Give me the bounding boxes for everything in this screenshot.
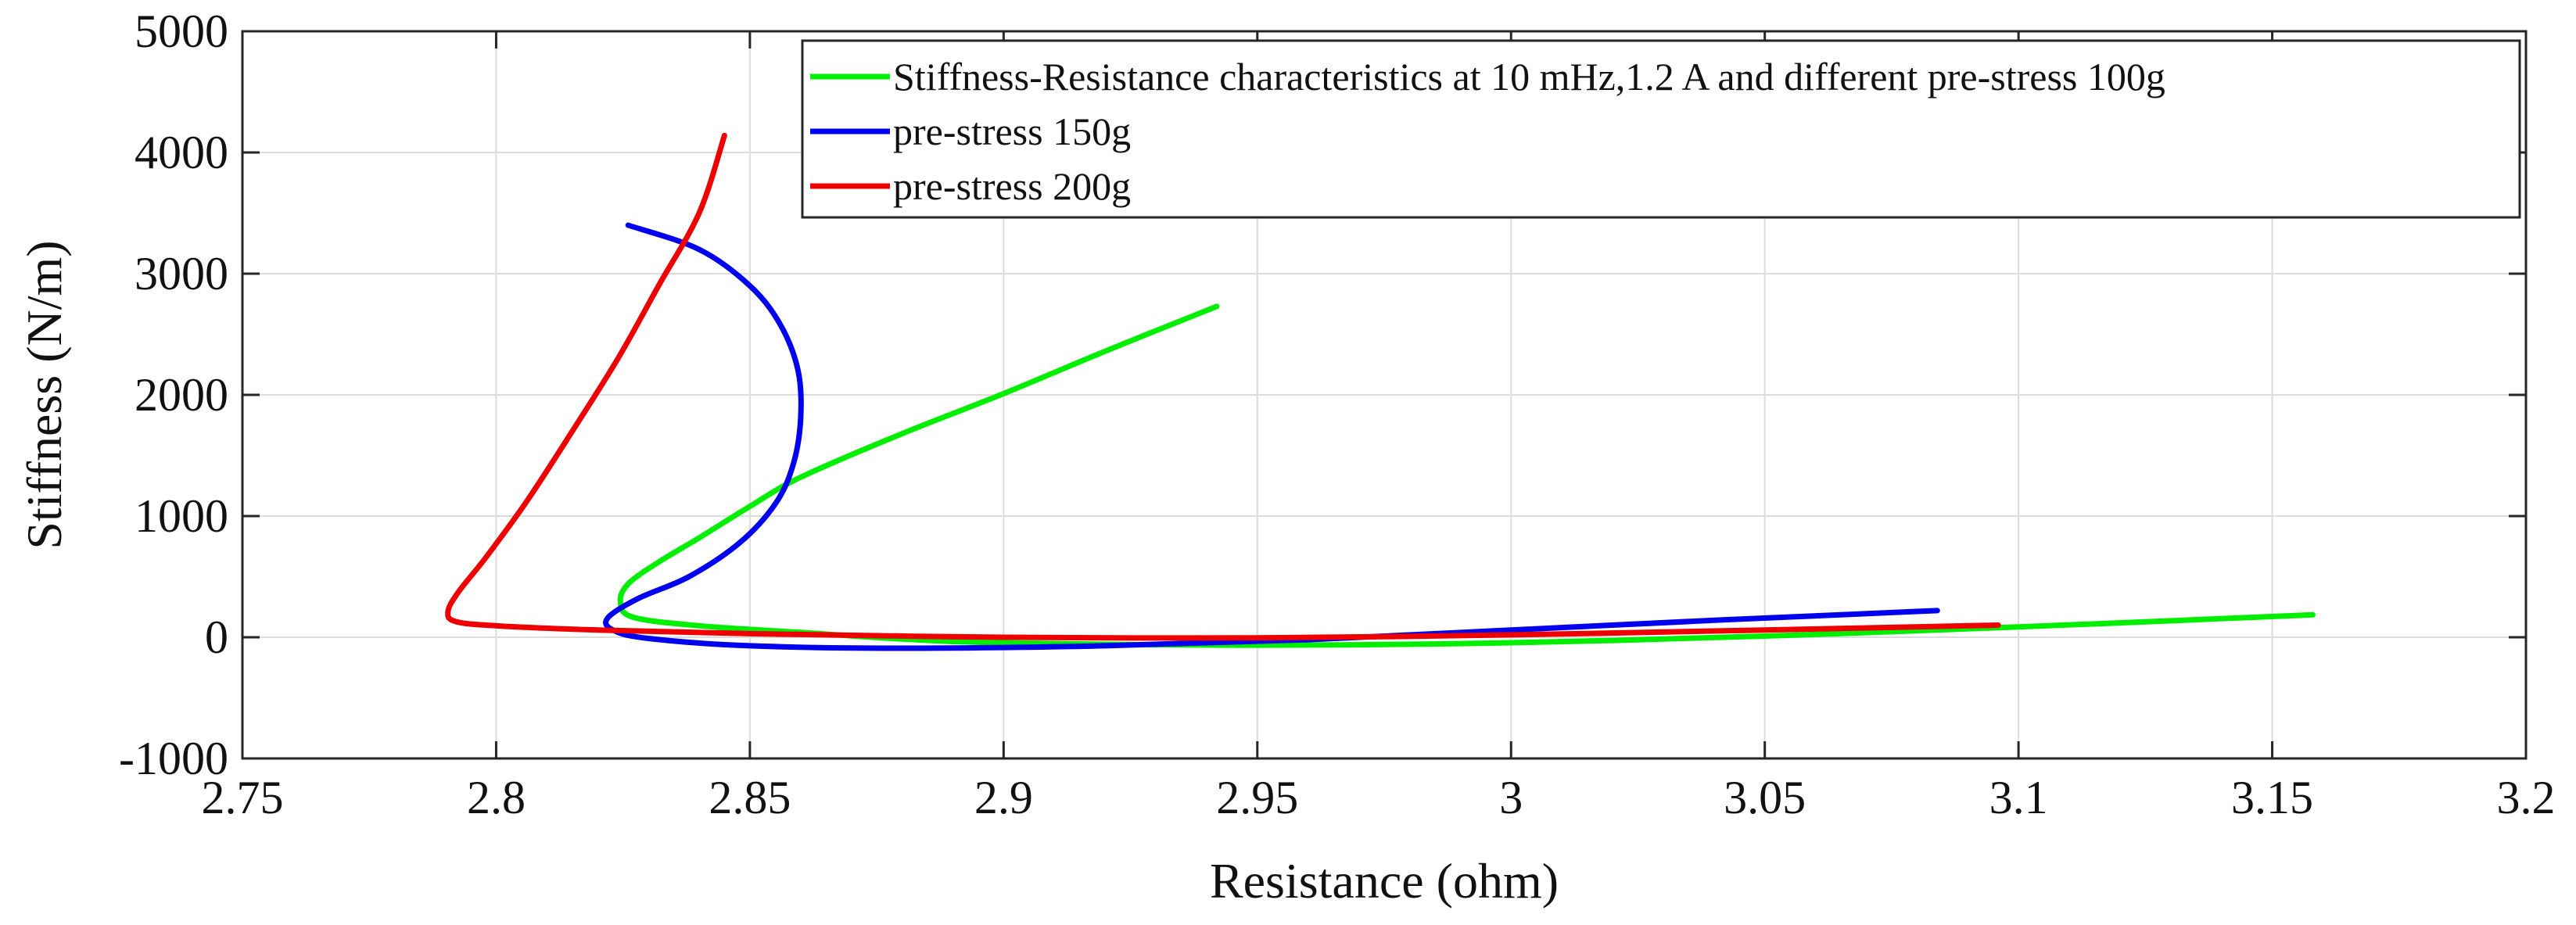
y-tick-label: 0 [205,611,228,663]
legend-label: pre-stress 150g [893,109,1131,153]
x-tick-label: 2.8 [467,772,526,823]
series-line-200g [445,132,2001,641]
x-tick-label: 3.15 [2231,772,2313,823]
legend-entry-150g: pre-stress 150g [810,109,1131,153]
legend: Stiffness-Resistance characteristics at … [801,39,2521,219]
x-tick-label: 3.1 [1989,772,2048,823]
legend-label: Stiffness-Resistance characteristics at … [893,55,2165,99]
y-tick-label: 5000 [135,5,228,57]
x-tick-label: 2.9 [974,772,1033,823]
series-line-100g [617,303,2316,648]
legend-entry-100g: Stiffness-Resistance characteristics at … [810,55,2165,99]
series-layer [445,132,2316,651]
x-tick-label: 3 [1499,772,1523,823]
y-tick-label: 1000 [135,490,228,542]
x-tick-label: 3.05 [1724,772,1806,823]
legend-entry-200g: pre-stress 200g [810,164,1131,208]
x-axis-title: Resistance (ohm) [1210,853,1559,909]
legend-label: pre-stress 200g [893,164,1131,208]
x-tick-label: 2.75 [202,772,284,823]
tick-labels: 2.75 2.8 2.85 2.9 2.95 3 3.05 3.1 3.15 3.2 -1000 0 1… [119,5,2555,823]
y-tick-label: 2000 [135,369,228,421]
x-tick-label: 2.85 [709,772,791,823]
y-tick-label: 4000 [135,127,228,178]
y-tick-label: 3000 [135,248,228,299]
y-axis-title: Stiffness (N/m) [16,240,72,549]
legend-box [801,39,2521,219]
x-tick-label: 2.95 [1216,772,1298,823]
x-tick-label: 3.2 [2497,772,2556,823]
series-line-150g [603,222,1940,651]
y-tick-label: -1000 [119,733,228,784]
